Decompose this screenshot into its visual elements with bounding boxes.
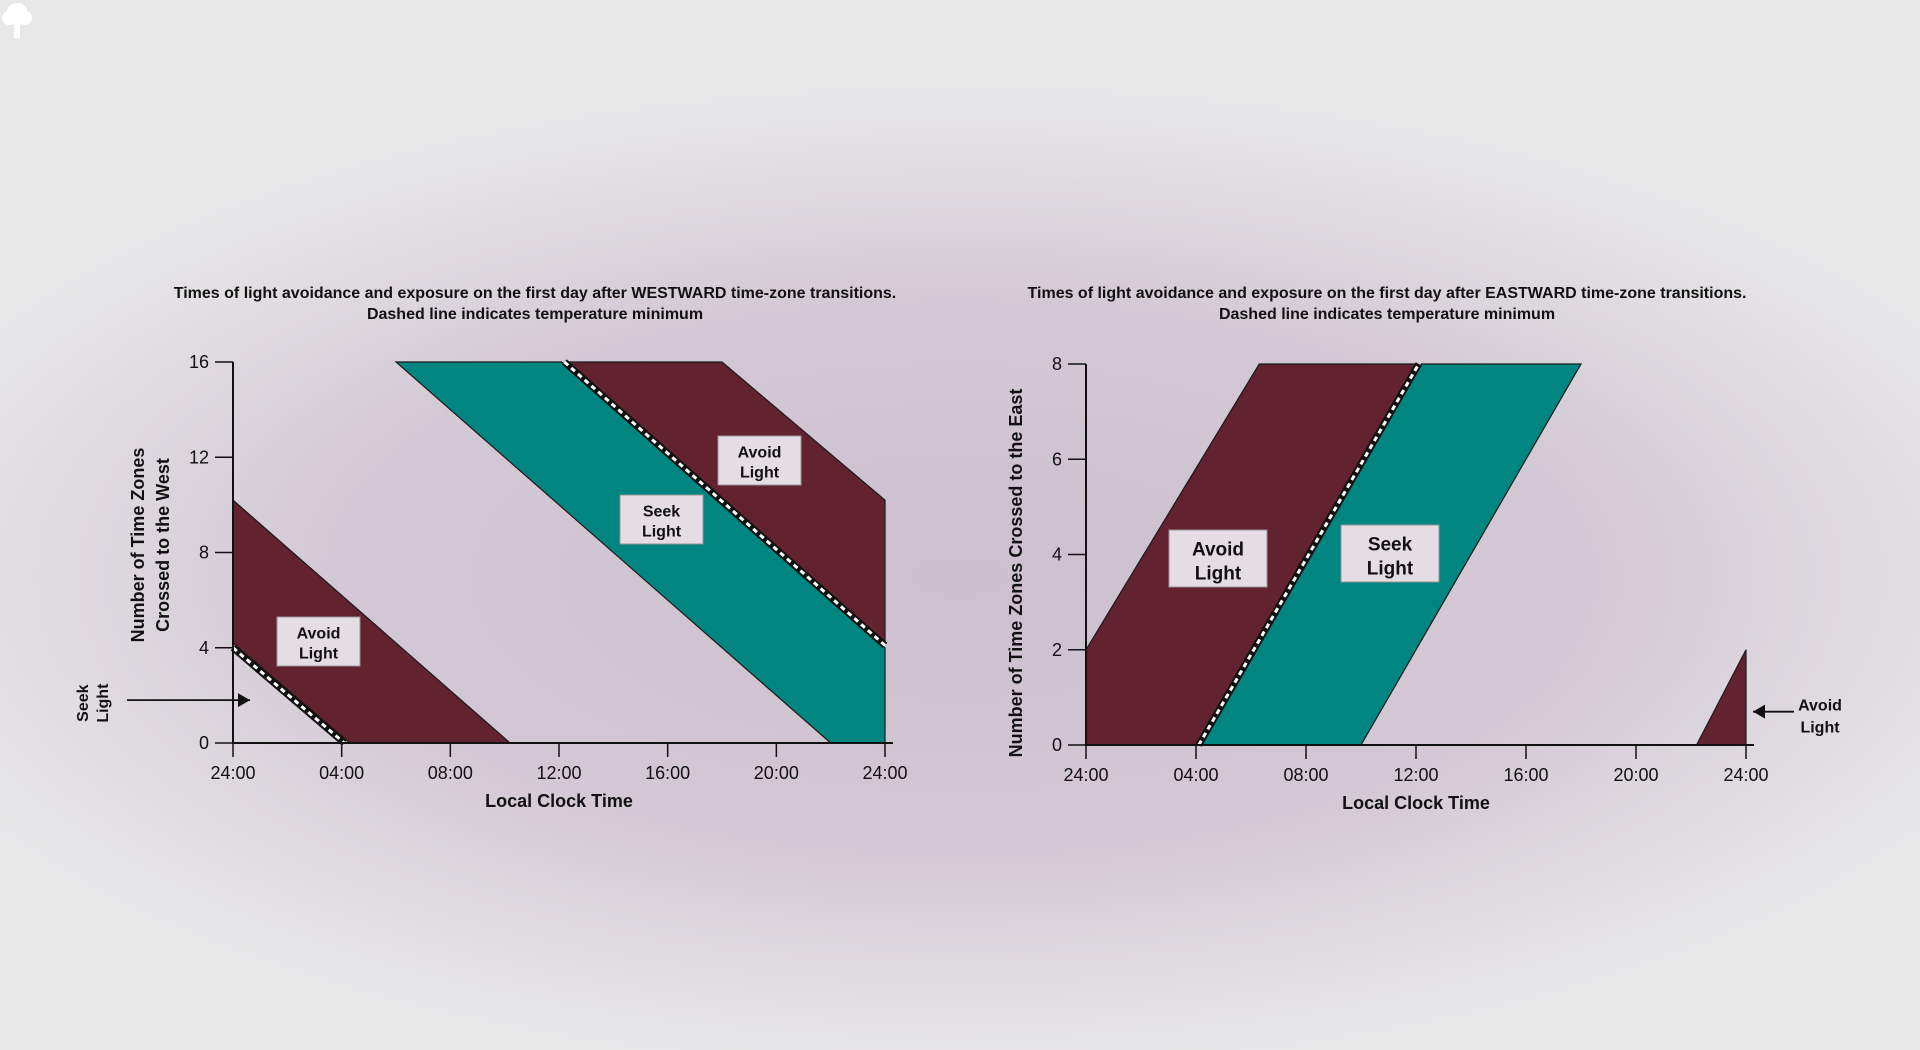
y-tick-label: 16 xyxy=(189,352,209,372)
x-tick-label: 16:00 xyxy=(645,763,690,783)
chart-title: Times of light avoidance and exposure on… xyxy=(1028,285,1747,302)
chart-subtitle: Dashed line indicates temperature minimu… xyxy=(1219,306,1555,323)
y-tick-label: 8 xyxy=(1052,354,1062,374)
x-tick-label: 20:00 xyxy=(754,763,799,783)
x-tick-label: 12:00 xyxy=(536,763,581,783)
x-tick-label: 04:00 xyxy=(319,763,364,783)
y-axis-label: Number of Time Zones xyxy=(128,448,148,643)
x-tick-label: 08:00 xyxy=(428,763,473,783)
x-tick-label: 24:00 xyxy=(862,763,907,783)
x-tick-label: 04:00 xyxy=(1173,765,1218,785)
annotation-text: Seek xyxy=(75,684,92,721)
chart-title: Times of light avoidance and exposure on… xyxy=(174,285,896,302)
annotation-text: Light xyxy=(95,683,112,723)
y-axis-label: Number of Time Zones Crossed to the East xyxy=(1006,389,1026,758)
temperature-minimum-dashed-line xyxy=(232,646,346,745)
region-label: Avoid Light xyxy=(297,626,341,663)
region-label-box xyxy=(1168,529,1268,588)
y-tick-label: 2 xyxy=(1052,640,1062,660)
y-tick-label: 8 xyxy=(199,543,209,563)
x-tick-label: 08:00 xyxy=(1283,765,1328,785)
region-label: Seek Light xyxy=(642,504,682,541)
region-label: Avoid Light xyxy=(738,445,782,482)
avoid-light-region xyxy=(1695,649,1747,746)
x-tick-label: 20:00 xyxy=(1613,765,1658,785)
westward-chart: Times of light avoidance and exposure on… xyxy=(75,285,908,811)
region-label-box xyxy=(1340,524,1440,583)
seek-light-region xyxy=(394,361,886,744)
avoid-light-region xyxy=(232,498,512,744)
y-tick-label: 4 xyxy=(199,638,209,658)
region-label: Avoid Light xyxy=(1192,540,1244,585)
x-axis-label: Local Clock Time xyxy=(485,791,633,811)
temperature-minimum-line-border xyxy=(562,359,888,648)
x-tick-label: 24:00 xyxy=(210,763,255,783)
x-tick-label: 16:00 xyxy=(1503,765,1548,785)
region-label: Seek Light xyxy=(1367,535,1414,580)
arrow-left-icon xyxy=(1753,704,1765,719)
y-tick-label: 12 xyxy=(189,447,209,467)
arrow-right-icon xyxy=(238,693,250,708)
region-label-box xyxy=(717,435,802,486)
y-tick-label: 4 xyxy=(1052,545,1062,565)
region-label-box xyxy=(276,616,361,667)
annotation-text: Avoid xyxy=(1798,698,1842,715)
annotation-text: Light xyxy=(1800,720,1840,737)
y-tick-label: 0 xyxy=(1052,735,1062,755)
chart-subtitle: Dashed line indicates temperature minimu… xyxy=(367,306,703,323)
x-axis-label: Local Clock Time xyxy=(1342,793,1490,813)
y-axis-label: Crossed to the West xyxy=(153,458,173,632)
tree-icon xyxy=(2,3,32,38)
temperature-minimum-dashed-line xyxy=(1197,363,1421,746)
y-tick-label: 0 xyxy=(199,733,209,753)
region-label-box xyxy=(619,494,704,545)
eastward-chart: Times of light avoidance and exposure on… xyxy=(1006,285,1842,813)
y-tick-label: 6 xyxy=(1052,449,1062,469)
x-tick-label: 24:00 xyxy=(1063,765,1108,785)
x-tick-label: 24:00 xyxy=(1723,765,1768,785)
x-tick-label: 12:00 xyxy=(1393,765,1438,785)
